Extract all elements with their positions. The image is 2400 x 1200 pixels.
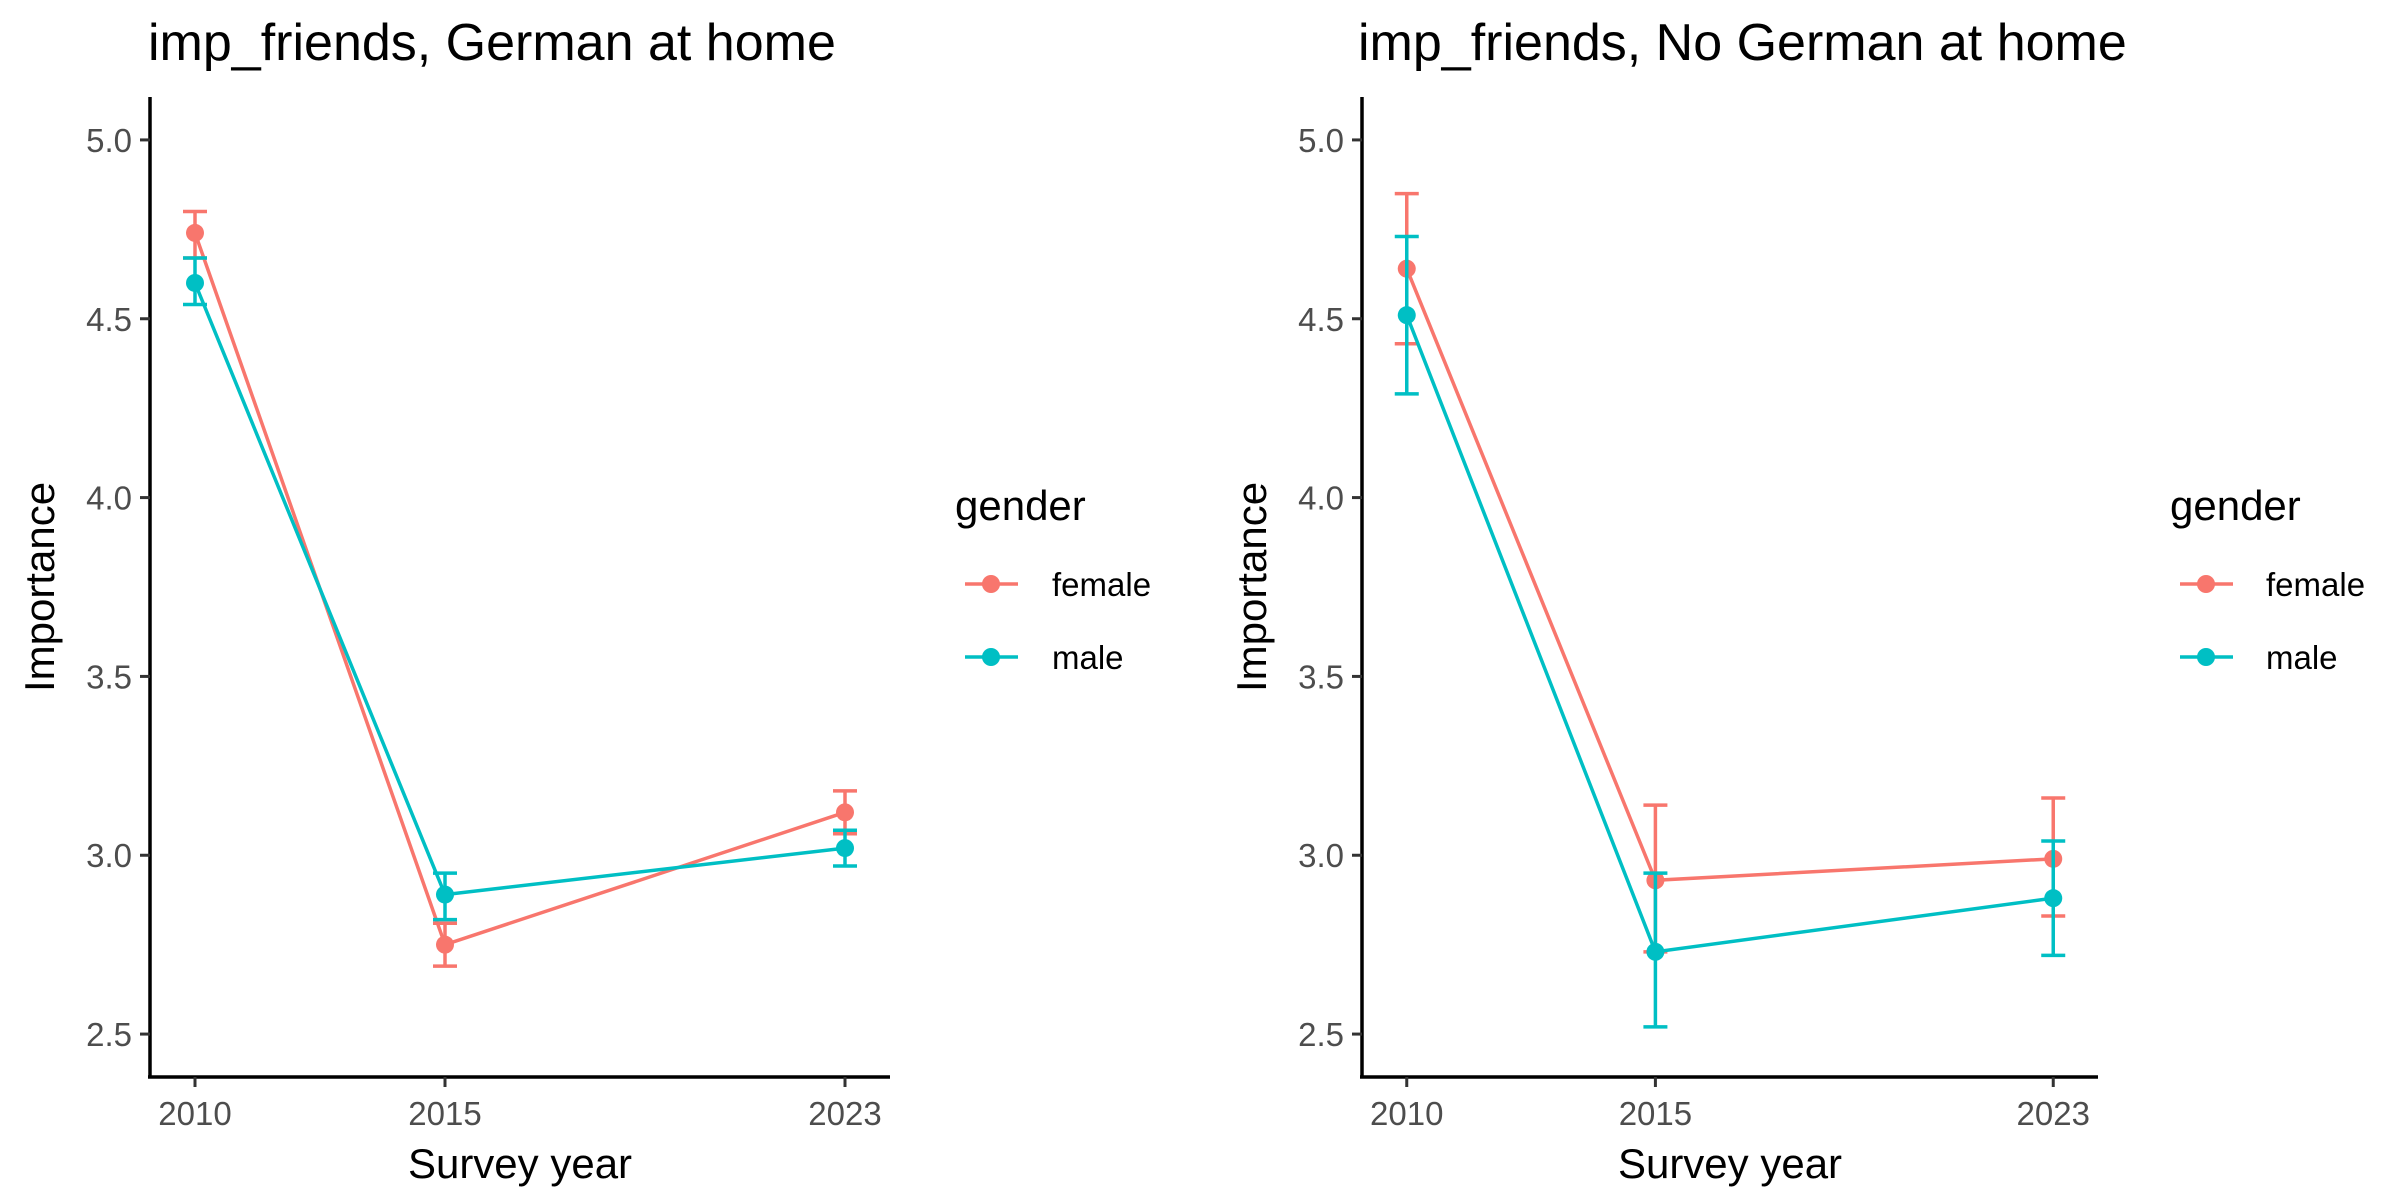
x-tick-label: 2010 bbox=[158, 1095, 231, 1132]
series-line-male bbox=[1405, 314, 2054, 954]
legend-title: gender bbox=[955, 482, 1086, 529]
panel-title: imp_friends, No German at home bbox=[1358, 14, 2127, 72]
data-point-male bbox=[836, 839, 854, 858]
legend-key-male-point bbox=[982, 648, 1000, 666]
legend: gender female male bbox=[955, 482, 1151, 676]
x-axis-title: Survey year bbox=[408, 1140, 632, 1187]
legend-label-female: female bbox=[1052, 566, 1151, 603]
y-tick-label: 5.0 bbox=[1298, 122, 1344, 159]
y-axis-title: Importance bbox=[1228, 482, 1275, 692]
legend-label-male: male bbox=[1052, 639, 1124, 676]
data-point-male bbox=[2044, 889, 2063, 908]
x-tick-label: 2023 bbox=[2017, 1095, 2090, 1132]
y-tick-label: 3.0 bbox=[1298, 837, 1344, 874]
x-tick-label: 2010 bbox=[1370, 1095, 1443, 1132]
y-tick-label: 3.5 bbox=[86, 658, 132, 695]
panel-no-german-at-home: imp_friends, No German at home 2.5 3.0 3.5… bbox=[1228, 14, 2365, 1187]
data-point-female bbox=[186, 223, 204, 242]
y-tick-label: 4.5 bbox=[1298, 301, 1344, 338]
y-tick-label: 3.0 bbox=[86, 837, 132, 874]
legend-title: gender bbox=[2170, 482, 2301, 529]
data-point-female bbox=[436, 935, 454, 954]
data-point-female bbox=[836, 803, 854, 822]
series-line-female bbox=[1405, 268, 2054, 883]
legend-key-male-point bbox=[2197, 648, 2215, 666]
data-point-male bbox=[1646, 942, 1665, 961]
y-axis-title: Importance bbox=[16, 482, 63, 692]
data-point-male bbox=[436, 885, 454, 904]
x-axis-title: Survey year bbox=[1618, 1140, 1842, 1187]
x-tick-label: 2015 bbox=[1619, 1095, 1692, 1132]
panel-german-at-home: imp_friends, German at home 2.5 3.0 3.5 4.0… bbox=[16, 14, 1151, 1187]
y-tick-label: 2.5 bbox=[1298, 1016, 1344, 1053]
data-point-male bbox=[186, 273, 204, 292]
legend: gender female male bbox=[2170, 482, 2365, 676]
y-tick-label: 2.5 bbox=[86, 1016, 132, 1053]
x-tick-label: 2023 bbox=[808, 1095, 881, 1132]
legend-key-female-point bbox=[2197, 575, 2215, 593]
panel-title: imp_friends, German at home bbox=[148, 14, 836, 72]
y-tick-label: 4.0 bbox=[1298, 480, 1344, 517]
data-point-male bbox=[1397, 306, 1416, 325]
y-tick-label: 3.5 bbox=[1298, 658, 1344, 695]
y-tick-label: 4.0 bbox=[86, 480, 132, 517]
series-line-male bbox=[193, 282, 846, 897]
legend-label-male: male bbox=[2266, 639, 2338, 676]
x-tick-label: 2015 bbox=[408, 1095, 481, 1132]
series-line-female bbox=[193, 232, 846, 947]
legend-key-female-point bbox=[982, 575, 1000, 593]
legend-label-female: female bbox=[2266, 566, 2365, 603]
y-tick-label: 5.0 bbox=[86, 122, 132, 159]
y-tick-label: 4.5 bbox=[86, 301, 132, 338]
